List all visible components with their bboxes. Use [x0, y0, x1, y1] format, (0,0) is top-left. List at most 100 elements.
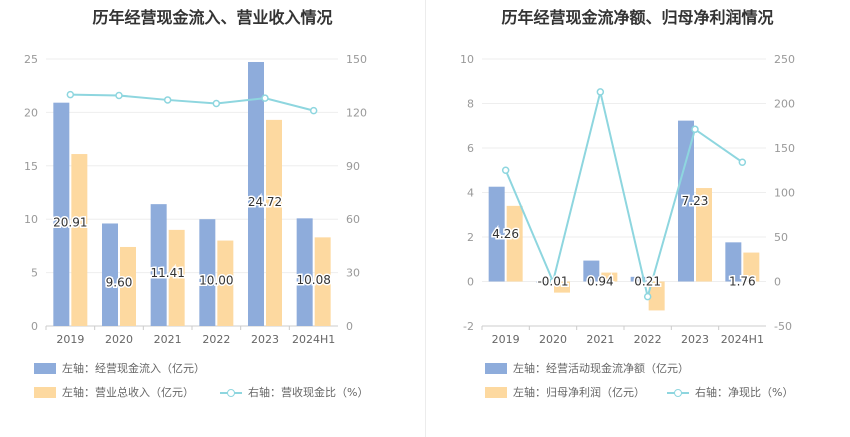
- left-axis-tick: 0: [31, 320, 38, 333]
- bar-data-label: 0.21: [634, 275, 661, 289]
- left-axis-tick: 20: [24, 106, 38, 119]
- bar-series1: [536, 281, 552, 283]
- line-point: [115, 91, 123, 100]
- bar-series2: [120, 246, 136, 326]
- bar-series1: [583, 260, 600, 282]
- bar-series1: [199, 219, 216, 326]
- right-axis-tick: 30: [346, 267, 360, 280]
- left-axis-tick: 6: [467, 142, 474, 155]
- bar-data-label: 24.72: [248, 195, 282, 209]
- bar-series1: [248, 61, 264, 327]
- left-axis-tick: 2: [467, 231, 474, 244]
- bar-data-label: 1.76: [729, 275, 756, 289]
- line-point: [66, 90, 75, 99]
- right-axis-tick: 90: [346, 160, 360, 173]
- right-axis-tick: 250: [774, 53, 795, 66]
- line-point: [163, 96, 172, 104]
- legend-label: 左轴：营业总收入（亿元）: [62, 386, 194, 399]
- line-series: [504, 91, 743, 297]
- right-axis-tick: 50: [774, 231, 788, 244]
- bar-series2: [506, 205, 523, 282]
- bar-data-label: 10.08: [296, 273, 330, 287]
- line-point: [643, 292, 652, 301]
- bar-series1: [150, 204, 167, 326]
- left-legend-bar2[interactable]: 左轴：营业总收入（亿元）: [34, 384, 194, 400]
- bar-series1: [725, 242, 742, 282]
- bar-series1: [102, 223, 118, 326]
- panel-divider: [425, 0, 426, 437]
- legend-swatch: [485, 362, 507, 374]
- legend-swatch: [485, 386, 507, 398]
- x-axis-tick: 2020: [105, 333, 133, 346]
- line-series: [70, 93, 314, 112]
- right-axis-tick: 150: [346, 53, 367, 66]
- legend-label: 右轴：净现比（%）: [695, 386, 794, 399]
- bar-data-label: 0.94: [587, 275, 614, 289]
- bar-series2: [554, 281, 570, 293]
- right-axis-tick: 60: [346, 213, 360, 226]
- left-chart-panel: 历年经营现金流入、营业收入情况 0 5 10 15 20 25 0 30 60 90 120 150 2…: [24, 8, 368, 400]
- line-point: [691, 125, 699, 134]
- bar-series2: [601, 272, 618, 282]
- left-chart-svg: 0 5 10 15 20 25 0 30 60 90 120 150 2019 2020 2021 2022 2…: [24, 53, 367, 346]
- right-chart-svg: -2 0 2 4 6 8 10 -50 0 50 100 150 200 250 2019 2020 2021 2…: [460, 53, 795, 346]
- line-point: [596, 88, 605, 96]
- left-axis-tick: 8: [467, 98, 474, 111]
- x-axis-tick: 2020: [539, 333, 567, 346]
- legend-swatch: [667, 387, 689, 398]
- bar-series2: [648, 281, 665, 311]
- line-point: [261, 94, 269, 102]
- left-legend-bar1[interactable]: 左轴：经营现金流入（亿元）: [34, 360, 205, 376]
- bar-series2: [217, 240, 234, 326]
- bar-series2: [314, 237, 331, 326]
- bar-data-label: -0.01: [537, 275, 568, 289]
- x-axis-tick: 2024H1: [721, 333, 764, 346]
- x-axis-tick: 2022: [202, 333, 230, 346]
- bar-series1: [296, 218, 313, 326]
- x-axis-tick: 2019: [492, 333, 520, 346]
- left-legend-line[interactable]: 右轴：营收现金比（%）: [220, 384, 368, 400]
- bar-series1: [53, 102, 70, 326]
- right-axis-tick: 200: [774, 98, 795, 111]
- right-axis-tick: 100: [774, 187, 795, 200]
- legend-label: 左轴：归母净利润（亿元）: [513, 386, 645, 399]
- right-legend-bar2[interactable]: 左轴：归母净利润（亿元）: [485, 384, 645, 400]
- legend-label: 左轴：经营现金流入（亿元）: [62, 362, 205, 375]
- line-point: [309, 106, 318, 115]
- line-point: [212, 99, 221, 108]
- bar-series1: [678, 120, 694, 282]
- legend-label: 左轴：经营活动现金流净额（亿元）: [513, 362, 689, 375]
- left-chart-title: 历年经营现金流入、营业收入情况: [92, 8, 333, 27]
- left-axis-tick: 5: [31, 267, 38, 280]
- right-legend-line[interactable]: 右轴：净现比（%）: [667, 384, 793, 400]
- legend-swatch: [34, 362, 56, 374]
- bar-data-label: 20.91: [53, 215, 87, 229]
- x-axis-tick: 2024H1: [292, 333, 335, 346]
- left-axis-tick: 10: [24, 213, 38, 226]
- x-axis-tick: 2021: [154, 333, 182, 346]
- bar-data-label: 4.26: [492, 227, 519, 241]
- bar-series2: [696, 188, 712, 282]
- right-axis-tick: -50: [774, 320, 792, 333]
- x-axis-tick: 2019: [56, 333, 84, 346]
- right-legend-bar1[interactable]: 左轴：经营活动现金流净额（亿元）: [485, 360, 689, 376]
- bar-series1: [488, 186, 505, 282]
- line-point: [738, 158, 747, 166]
- line-point: [501, 166, 510, 174]
- bar-series2: [743, 252, 760, 282]
- left-axis-tick: 25: [24, 53, 38, 66]
- left-axis-tick: 4: [467, 187, 474, 200]
- right-chart-panel: 历年经营现金流净额、归母净利润情况 -2 0 2 4 6 8 10 -50 0 50 100 150 2…: [425, 0, 850, 437]
- left-axis-tick: 15: [24, 160, 38, 173]
- left-axis-tick: -2: [463, 320, 474, 333]
- bar-series1: [630, 276, 647, 282]
- right-axis-tick: 150: [774, 142, 795, 155]
- bar-data-label: 7.23: [682, 194, 709, 208]
- legend-swatch: [34, 386, 56, 398]
- right-chart-title: 历年经营现金流净额、归母净利润情况: [501, 8, 774, 27]
- bar-data-label: 10.00: [199, 274, 233, 288]
- left-axis-tick: 10: [460, 53, 474, 66]
- x-axis-tick: 2023: [251, 333, 279, 346]
- bar-series2: [168, 229, 185, 326]
- bar-series2: [71, 154, 88, 326]
